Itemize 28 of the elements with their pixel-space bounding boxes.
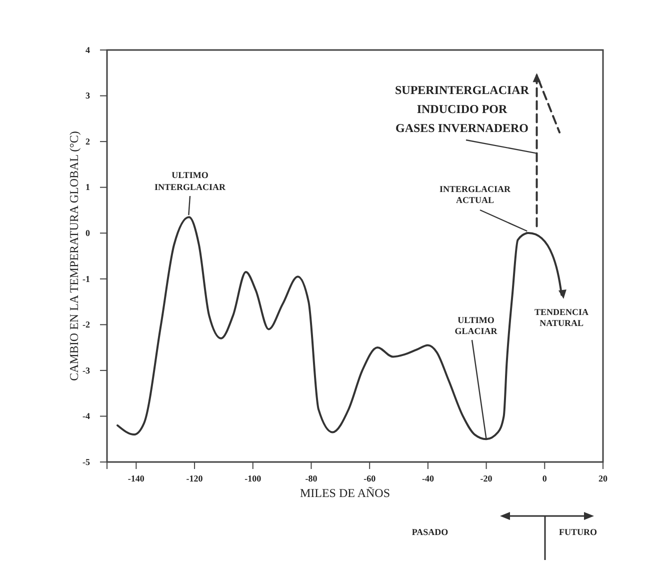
- y-tick-label: 2: [86, 136, 90, 146]
- x-axis-title: MILES DE AÑOS: [300, 486, 390, 500]
- y-axis-title: CAMBIO EN LA TEMPERATURA GLOBAL (°C): [67, 131, 81, 381]
- x-tick-label: -120: [186, 473, 204, 484]
- x-tick-label: -40: [422, 473, 434, 484]
- text: FUTURO: [559, 527, 597, 537]
- y-tick-label: 1: [86, 182, 90, 192]
- annotation: SUPERINTERGLACIAR INDUCIDO POR GASES INVERNADERO: [394, 83, 530, 135]
- x-tick-label: 20: [598, 473, 608, 484]
- x-tick-label: -100: [244, 473, 262, 484]
- y-tick-label: -2: [82, 320, 90, 330]
- x-tick-label: -60: [364, 473, 376, 484]
- x-tick-label: -140: [128, 473, 145, 484]
- y-tick-label: 4: [86, 44, 90, 55]
- y-tick-label: -1: [82, 274, 90, 284]
- x-tick-label: -80: [305, 473, 318, 484]
- annotation: ULTIMO GLACIAR: [454, 315, 498, 336]
- text: PASADO: [412, 527, 448, 537]
- annotation: TENDENCIA NATURAL: [534, 306, 590, 328]
- annotation: ULTIMO INTERGLACIAR: [154, 170, 226, 192]
- x-tick-label: 0: [542, 473, 548, 484]
- y-tick-label: 3: [86, 90, 90, 101]
- annotation: INTERGLACIAR ACTUAL: [439, 184, 512, 205]
- y-tick-label: -3: [82, 365, 90, 376]
- y-tick-label: 0: [86, 228, 90, 238]
- x-tick-label: -20: [480, 473, 493, 484]
- y-tick-label: -5: [82, 456, 90, 467]
- y-tick-label: -4: [82, 411, 90, 422]
